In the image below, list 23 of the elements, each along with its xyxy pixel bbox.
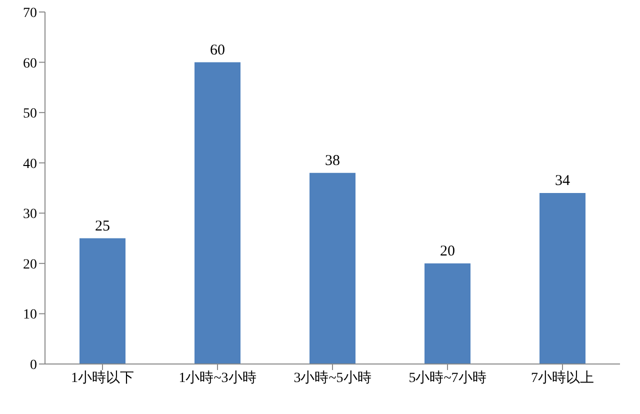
y-tick-label: 50 (23, 106, 37, 122)
y-tick-label: 0 (30, 358, 37, 373)
y-tick-label: 20 (23, 257, 37, 272)
x-tick-label: 5小時~7小時 (408, 370, 486, 386)
bar (194, 62, 240, 364)
data-label: 38 (325, 152, 340, 169)
bar (310, 172, 356, 364)
bar (424, 263, 470, 364)
y-tick-label: 70 (23, 6, 37, 21)
data-label: 60 (210, 42, 225, 58)
y-tick-label: 30 (23, 207, 37, 222)
bar (540, 193, 586, 364)
y-tick-label: 10 (23, 308, 37, 323)
y-tick-label: 60 (23, 56, 37, 72)
x-tick-label: 1小時以下 (71, 370, 134, 386)
x-tick-label: 3小時~5小時 (294, 370, 372, 386)
data-label: 34 (555, 173, 570, 190)
bar (80, 238, 126, 364)
y-tick-label: 40 (23, 156, 37, 172)
data-label: 20 (440, 243, 455, 260)
x-tick-label: 1小時~3小時 (178, 370, 256, 386)
x-tick-label: 7小時以上 (531, 370, 594, 386)
data-label: 25 (95, 218, 110, 234)
